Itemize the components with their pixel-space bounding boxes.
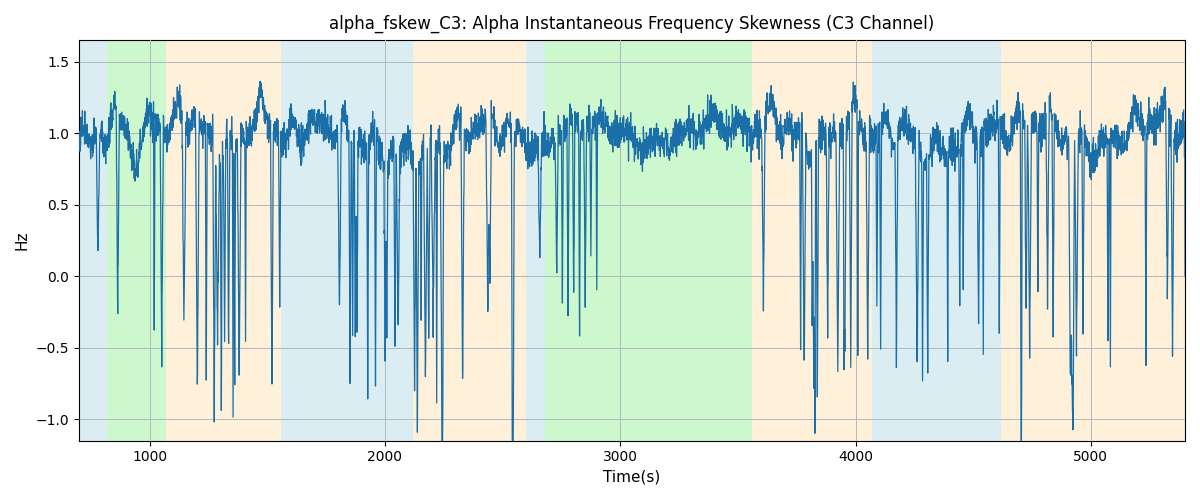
Y-axis label: Hz: Hz — [14, 230, 30, 250]
Bar — [545, 40, 557, 440]
Title: alpha_fskew_C3: Alpha Instantaneous Frequency Skewness (C3 Channel): alpha_fskew_C3: Alpha Instantaneous Freq… — [329, 15, 935, 34]
Bar — [1002, 40, 1186, 440]
Bar — [107, 40, 166, 440]
X-axis label: Time(s): Time(s) — [604, 470, 660, 485]
Bar — [79, 40, 107, 440]
Bar — [526, 40, 545, 440]
Bar — [872, 40, 1002, 440]
Bar — [166, 40, 281, 440]
Bar — [413, 40, 526, 440]
Bar — [557, 40, 752, 440]
Bar — [281, 40, 334, 440]
Bar — [334, 40, 413, 440]
Bar — [752, 40, 872, 440]
